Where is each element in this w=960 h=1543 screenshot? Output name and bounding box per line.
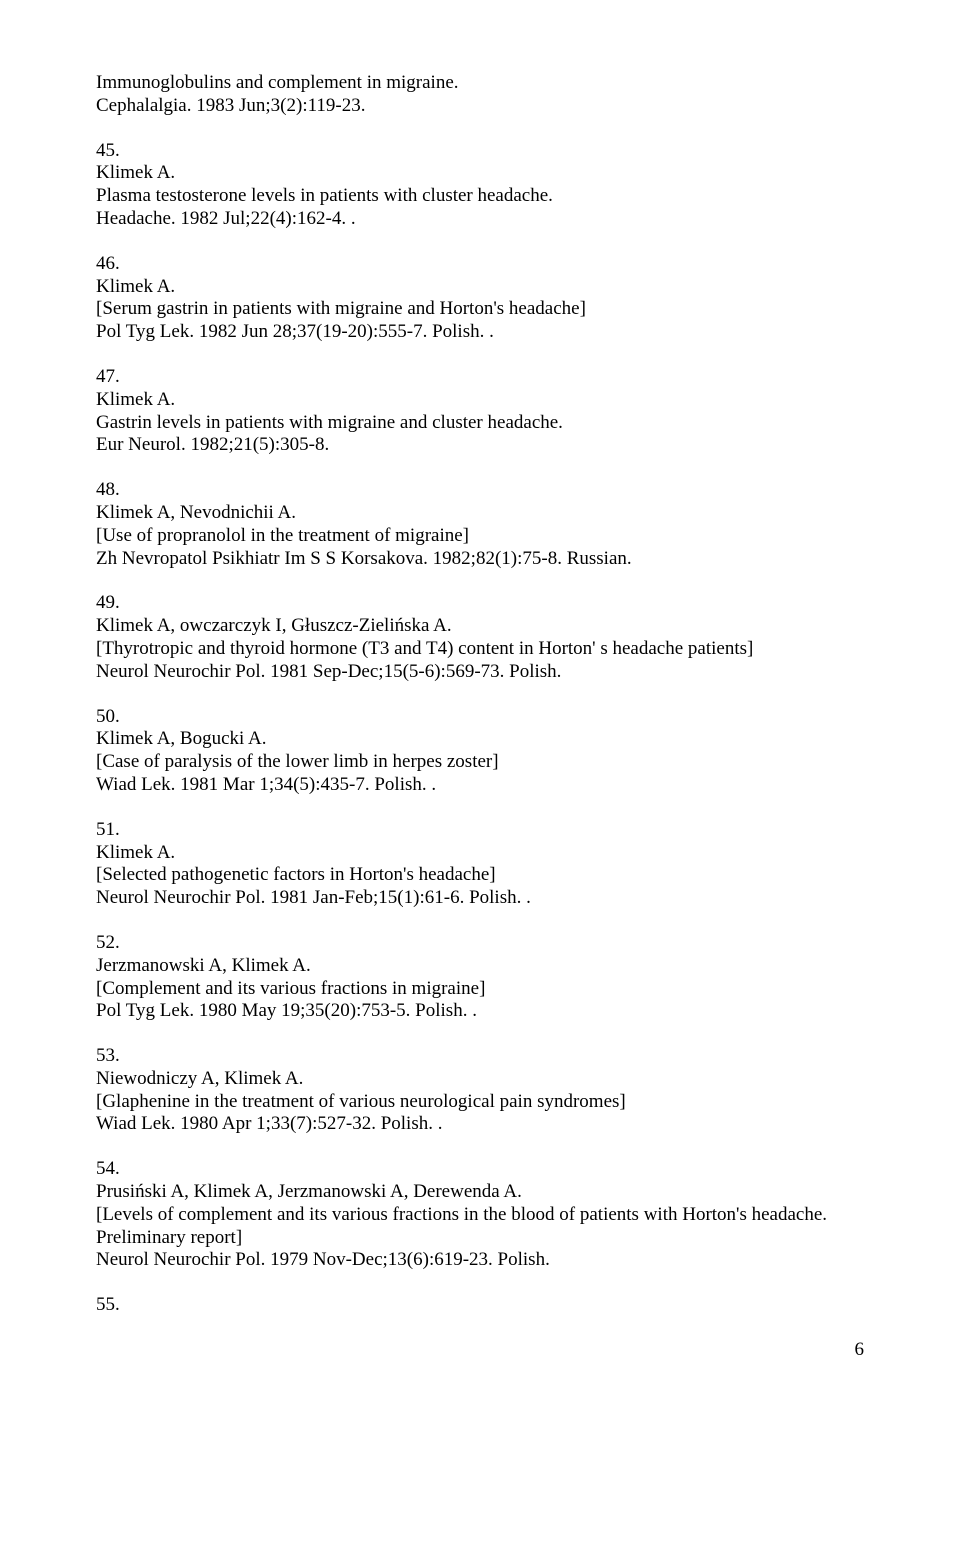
bibliography-entry: 50.Klimek A, Bogucki A.[Case of paralysi… bbox=[96, 706, 864, 797]
entry-number: 49. bbox=[96, 592, 864, 615]
bibliography-entry: 51.Klimek A.[Selected pathogenetic facto… bbox=[96, 819, 864, 910]
entry-number: 54. bbox=[96, 1158, 864, 1181]
entry-citation: Pol Tyg Lek. 1980 May 19;35(20):753-5. P… bbox=[96, 1000, 864, 1023]
bibliography-entry: 49.Klimek A, owczarczyk I, Głuszcz-Zieli… bbox=[96, 592, 864, 683]
entry-citation: Pol Tyg Lek. 1982 Jun 28;37(19-20):555-7… bbox=[96, 321, 864, 344]
entry-title: Gastrin levels in patients with migraine… bbox=[96, 412, 864, 435]
preamble-title: Immunoglobulins and complement in migrai… bbox=[96, 72, 864, 95]
entry-number: 53. bbox=[96, 1045, 864, 1068]
entry-number: 55. bbox=[96, 1294, 864, 1317]
entry-citation: Neurol Neurochir Pol. 1981 Jan-Feb;15(1)… bbox=[96, 887, 864, 910]
entry-number: 45. bbox=[96, 140, 864, 163]
entry-authors: Klimek A. bbox=[96, 276, 864, 299]
entry-authors: Klimek A, Bogucki A. bbox=[96, 728, 864, 751]
entry-citation: Zh Nevropatol Psikhiatr Im S S Korsakova… bbox=[96, 548, 864, 571]
entry-title: [Glaphenine in the treatment of various … bbox=[96, 1091, 864, 1114]
entry-title: [Use of propranolol in the treatment of … bbox=[96, 525, 864, 548]
bibliography-entry: 45.Klimek A.Plasma testosterone levels i… bbox=[96, 140, 864, 231]
entry-authors: Klimek A, owczarczyk I, Głuszcz-Zielińsk… bbox=[96, 615, 864, 638]
bibliography-entry: 54.Prusiński A, Klimek A, Jerzmanowski A… bbox=[96, 1158, 864, 1272]
entry-title: [Levels of complement and its various fr… bbox=[96, 1204, 864, 1250]
entry-title: [Selected pathogenetic factors in Horton… bbox=[96, 864, 864, 887]
entry-citation: Wiad Lek. 1981 Mar 1;34(5):435-7. Polish… bbox=[96, 774, 864, 797]
bibliography-entry: 52.Jerzmanowski A, Klimek A.[Complement … bbox=[96, 932, 864, 1023]
entries-list: 45.Klimek A.Plasma testosterone levels i… bbox=[96, 140, 864, 1273]
entry-title: [Case of paralysis of the lower limb in … bbox=[96, 751, 864, 774]
entry-citation: Neurol Neurochir Pol. 1979 Nov-Dec;13(6)… bbox=[96, 1249, 864, 1272]
entry-authors: Niewodniczy A, Klimek A. bbox=[96, 1068, 864, 1091]
entry-authors: Prusiński A, Klimek A, Jerzmanowski A, D… bbox=[96, 1181, 864, 1204]
entry-number: 46. bbox=[96, 253, 864, 276]
trailing-entry: 55. bbox=[96, 1294, 864, 1317]
entry-title: [Thyrotropic and thyroid hormone (T3 and… bbox=[96, 638, 864, 661]
entry-citation: Headache. 1982 Jul;22(4):162-4. . bbox=[96, 208, 864, 231]
entry-title: [Serum gastrin in patients with migraine… bbox=[96, 298, 864, 321]
entry-number: 51. bbox=[96, 819, 864, 842]
entry-citation: Eur Neurol. 1982;21(5):305-8. bbox=[96, 434, 864, 457]
page-number: 6 bbox=[96, 1339, 864, 1362]
entry-authors: Klimek A. bbox=[96, 842, 864, 865]
preamble-block: Immunoglobulins and complement in migrai… bbox=[96, 72, 864, 118]
preamble-citation: Cephalalgia. 1983 Jun;3(2):119-23. bbox=[96, 95, 864, 118]
entry-number: 48. bbox=[96, 479, 864, 502]
entry-authors: Jerzmanowski A, Klimek A. bbox=[96, 955, 864, 978]
bibliography-entry: 48.Klimek A, Nevodnichii A.[Use of propr… bbox=[96, 479, 864, 570]
bibliography-entry: 53.Niewodniczy A, Klimek A.[Glaphenine i… bbox=[96, 1045, 864, 1136]
entry-title: Plasma testosterone levels in patients w… bbox=[96, 185, 864, 208]
entry-authors: Klimek A, Nevodnichii A. bbox=[96, 502, 864, 525]
entry-number: 47. bbox=[96, 366, 864, 389]
entry-citation: Wiad Lek. 1980 Apr 1;33(7):527-32. Polis… bbox=[96, 1113, 864, 1136]
entry-number: 52. bbox=[96, 932, 864, 955]
entry-authors: Klimek A. bbox=[96, 389, 864, 412]
entry-title: [Complement and its various fractions in… bbox=[96, 978, 864, 1001]
entry-number: 50. bbox=[96, 706, 864, 729]
bibliography-entry: 46.Klimek A.[Serum gastrin in patients w… bbox=[96, 253, 864, 344]
bibliography-entry: 47.Klimek A.Gastrin levels in patients w… bbox=[96, 366, 864, 457]
entry-citation: Neurol Neurochir Pol. 1981 Sep-Dec;15(5-… bbox=[96, 661, 864, 684]
entry-authors: Klimek A. bbox=[96, 162, 864, 185]
